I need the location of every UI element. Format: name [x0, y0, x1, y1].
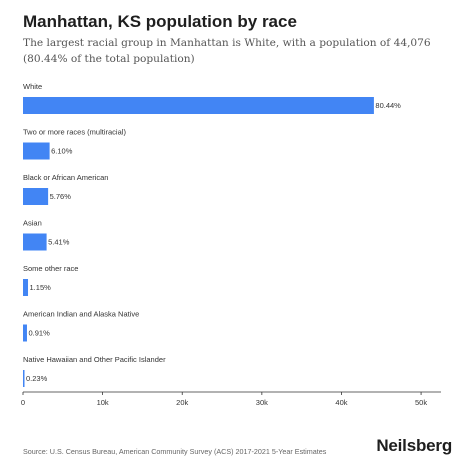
bar — [23, 233, 47, 251]
bar — [23, 142, 50, 160]
value-label: 5.41% — [48, 238, 70, 247]
value-label: 80.44% — [375, 101, 401, 110]
x-tick-label: 0 — [21, 398, 25, 407]
bar — [23, 370, 25, 387]
value-label: 6.10% — [51, 147, 73, 156]
value-label: 0.23% — [26, 374, 48, 383]
category-label: Native Hawaiian and Other Pacific Island… — [23, 355, 166, 364]
brand-logo: Neilsberg — [376, 436, 452, 455]
value-label: 5.76% — [50, 192, 72, 201]
x-tick-label: 40k — [335, 398, 347, 407]
x-tick-label: 10k — [97, 398, 109, 407]
value-label: 1.15% — [30, 283, 52, 292]
x-tick-label: 50k — [415, 398, 427, 407]
bar — [23, 324, 27, 342]
chart-subtitle: The largest racial group in Manhattan is… — [23, 37, 431, 65]
x-tick-label: 30k — [256, 398, 268, 407]
bar — [23, 97, 374, 114]
category-label: Black or African American — [23, 173, 108, 182]
category-label: Two or more races (multiracial) — [23, 128, 126, 137]
category-label: White — [23, 82, 42, 91]
source-note: Source: U.S. Census Bureau, American Com… — [23, 447, 327, 456]
bar — [23, 188, 49, 205]
x-tick-label: 20k — [176, 398, 188, 407]
category-label: American Indian and Alaska Native — [23, 310, 139, 319]
chart-title: Manhattan, KS population by race — [23, 12, 297, 31]
category-label: Asian — [23, 219, 42, 228]
value-label: 0.91% — [28, 329, 50, 338]
bar — [23, 279, 29, 296]
category-label: Some other race — [23, 264, 78, 273]
